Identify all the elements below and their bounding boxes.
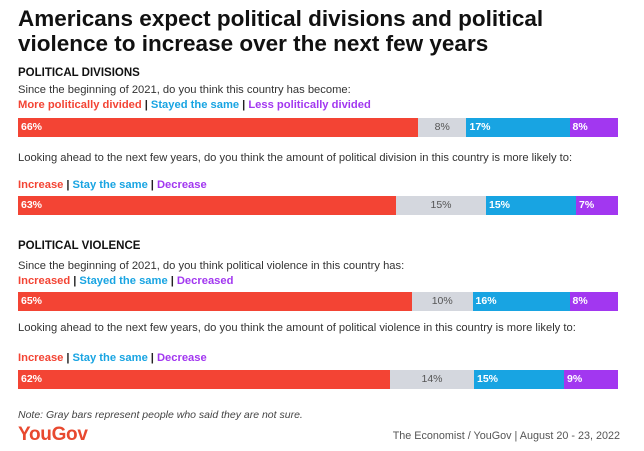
legend: Increase | Stay the same | Decrease <box>18 179 207 192</box>
legend-separator: | <box>242 99 246 111</box>
legend-entry: Increase <box>18 179 64 191</box>
legend-entry: Decreased <box>176 275 234 287</box>
legend: Increase | Stay the same | Decrease <box>18 352 207 365</box>
stacked-bar: 65% 10% 16% 8% <box>18 292 618 311</box>
bar-segment-unsure: 15% <box>396 196 486 215</box>
legend-entry: Stayed the same <box>79 275 168 287</box>
section-heading-political-divisions: POLITICAL DIVISIONS <box>18 67 140 79</box>
legend-separator: | <box>66 179 70 191</box>
question-text: Since the beginning of 2021, do you thin… <box>18 84 351 96</box>
question-text: Looking ahead to the next few years, do … <box>18 322 576 334</box>
bar-segment-less: 8% <box>569 118 618 137</box>
question-text: Since the beginning of 2021, do you thin… <box>18 260 405 272</box>
bar-segment-unsure: 14% <box>390 370 474 389</box>
legend-entry: Less politically divided <box>248 99 371 111</box>
legend-separator: | <box>150 352 154 364</box>
bar-segment-main: 66% <box>18 118 418 137</box>
legend-entry: Stayed the same <box>150 99 240 111</box>
legend: Increased | Stayed the same | Decreased <box>18 275 233 288</box>
legend-separator: | <box>66 352 70 364</box>
legend-entry: Increase <box>18 352 64 364</box>
bar-segment-same: 16% <box>472 292 570 311</box>
legend-separator: | <box>170 275 174 287</box>
bar-segment-same: 15% <box>486 196 576 215</box>
stacked-bar: 63% 15% 15% 7% <box>18 196 618 215</box>
legend-separator: | <box>144 99 148 111</box>
bar-segment-unsure: 10% <box>411 292 473 311</box>
legend-entry: Decrease <box>156 352 207 364</box>
bar-segment-less: 9% <box>564 370 618 389</box>
legend-entry: Increased <box>18 275 71 287</box>
bar-segment-main: 65% <box>18 292 412 311</box>
bar-segment-same: 17% <box>466 118 570 137</box>
legend-entry: Decrease <box>156 179 207 191</box>
legend-entry: Stay the same <box>72 179 148 191</box>
chart-title: Americans expect political divisions and… <box>18 6 544 56</box>
stacked-bar: 66% 8% 17% 8% <box>18 118 618 137</box>
bar-segment-less: 8% <box>569 292 618 311</box>
question-text: Looking ahead to the next few years, do … <box>18 152 573 164</box>
yougov-logo: YouGov <box>18 424 88 445</box>
section-heading-political-violence: POLITICAL VIOLENCE <box>18 240 141 252</box>
legend-entry: Stay the same <box>72 352 148 364</box>
legend-entry: More politically divided <box>18 99 142 111</box>
footnote: Note: Gray bars represent people who sai… <box>18 409 303 421</box>
source-credit: The Economist / YouGov | August 20 - 23,… <box>392 430 620 442</box>
bar-segment-main: 62% <box>18 370 390 389</box>
bar-segment-less: 7% <box>576 196 618 215</box>
bar-segment-main: 63% <box>18 196 396 215</box>
bar-segment-unsure: 8% <box>418 118 467 137</box>
legend-separator: | <box>73 275 77 287</box>
legend-separator: | <box>150 179 154 191</box>
legend: More politically divided | Stayed the same… <box>18 99 371 112</box>
stacked-bar: 62% 14% 15% 9% <box>18 370 618 389</box>
bar-segment-same: 15% <box>474 370 564 389</box>
